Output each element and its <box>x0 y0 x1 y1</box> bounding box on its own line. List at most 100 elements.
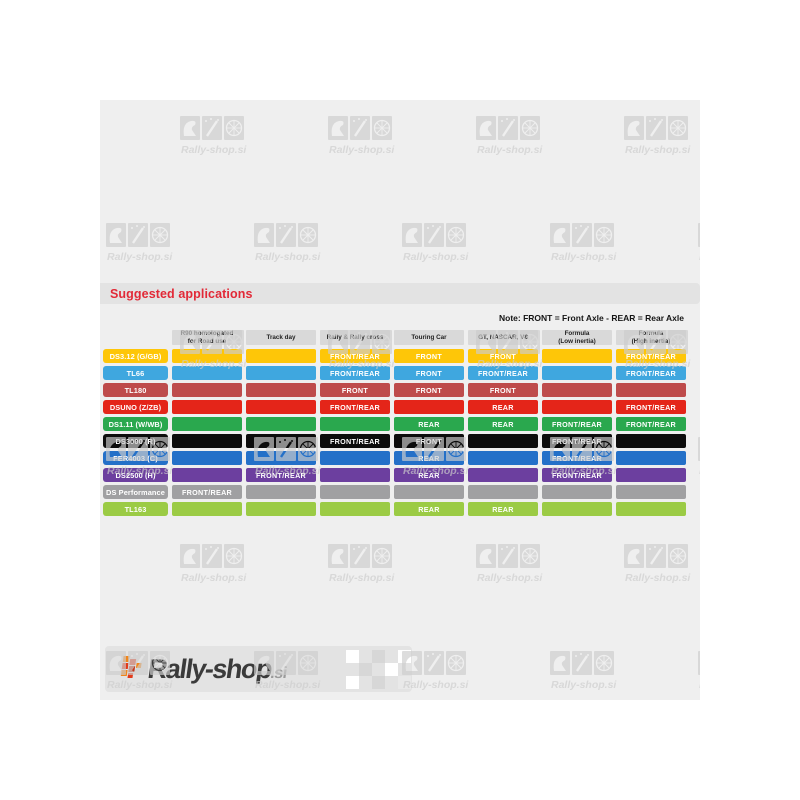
watermark-logo: Rally-shop.si <box>624 544 691 591</box>
watermark-logo: Rally-shop.si <box>476 544 543 591</box>
application-cell: FRONT/REAR <box>468 366 538 380</box>
column-header-6: Formula (Low inertia) <box>542 330 612 345</box>
application-cell <box>172 468 242 482</box>
table-row: DS1.11 (W/WB) REAR REAR FRONT/REAR FRONT/REA… <box>103 417 686 431</box>
application-cell: FRONT <box>394 434 464 448</box>
compound-label: DS3.12 (G/GB) <box>103 349 168 363</box>
application-cell <box>542 485 612 499</box>
table-row: DS3.12 (G/GB) FRONT/REAR FRONT FRONT FRONT/R… <box>103 349 686 363</box>
application-cell <box>542 400 612 414</box>
svg-text:Rally-shop.si: Rally-shop.si <box>107 251 173 263</box>
application-cell <box>246 434 316 448</box>
svg-text:Rally-shop.si: Rally-shop.si <box>699 251 700 263</box>
svg-text:Rally-shop.si: Rally-shop.si <box>477 572 543 584</box>
compound-label: TL180 <box>103 383 168 397</box>
table-header-row: R90 homologated for Road use Track day Ral… <box>103 330 686 345</box>
svg-text:Rally-shop.si: Rally-shop.si <box>699 679 700 691</box>
application-cell <box>616 468 686 482</box>
application-cell <box>246 400 316 414</box>
application-cell <box>246 417 316 431</box>
application-cell: FRONT <box>394 366 464 380</box>
table-row: TL180 FRONT FRONT FRONT <box>103 383 686 397</box>
application-cell: REAR <box>468 417 538 431</box>
application-cell <box>172 383 242 397</box>
application-cell: FRONT/REAR <box>542 451 612 465</box>
application-cell: FRONT/REAR <box>616 417 686 431</box>
application-cell: FRONT/REAR <box>542 468 612 482</box>
header-corner-spacer <box>103 330 168 345</box>
section-heading-bar: Suggested applications <box>100 283 700 304</box>
application-cell <box>320 417 390 431</box>
watermark-logo: Rally-shop.si <box>106 223 173 270</box>
compound-label: FER4003 (C) <box>103 451 168 465</box>
column-header-2: Track day <box>246 330 316 345</box>
application-cell <box>616 383 686 397</box>
watermark-logo: Rally-shop.si <box>550 651 617 698</box>
watermark-logo: Rally-shop.si <box>254 223 321 270</box>
application-cell: FRONT/REAR <box>172 485 242 499</box>
application-cell <box>320 502 390 516</box>
application-cell <box>172 400 242 414</box>
application-cell: REAR <box>394 468 464 482</box>
compound-label: DS1.11 (W/WB) <box>103 417 168 431</box>
column-header-5: GT, NASCAR, V8 <box>468 330 538 345</box>
watermark-logo: Rally-shop.si <box>180 544 247 591</box>
application-cell: REAR <box>394 417 464 431</box>
application-cell <box>172 366 242 380</box>
checkered-flag-decoration <box>346 650 411 689</box>
application-cell <box>172 417 242 431</box>
application-cell <box>542 366 612 380</box>
column-header-4: Touring Car <box>394 330 464 345</box>
application-cell: FRONT/REAR <box>320 434 390 448</box>
application-cell <box>616 502 686 516</box>
watermark-logo: Rally-shop.si <box>698 651 700 698</box>
application-cell: FRONT/REAR <box>542 434 612 448</box>
application-cell <box>246 502 316 516</box>
application-cell: FRONT <box>320 383 390 397</box>
watermark-logo: Rally-shop.si <box>476 116 543 163</box>
svg-text:Rally-shop.si: Rally-shop.si <box>181 144 247 156</box>
watermark-logo: Rally-shop.si <box>328 116 395 163</box>
application-cell <box>468 468 538 482</box>
application-cell <box>542 349 612 363</box>
application-cell <box>246 366 316 380</box>
watermark-logo: Rally-shop.si <box>180 116 247 163</box>
compound-label: DS2500 (H) <box>103 468 168 482</box>
axle-note: Note: FRONT = Front Axle - REAR = Rear A… <box>499 313 684 323</box>
watermark-logo: Rally-shop.si <box>328 544 395 591</box>
column-header-7: Formula (High inertia) <box>616 330 686 345</box>
svg-text:Rally-shop.si: Rally-shop.si <box>551 251 617 263</box>
watermark-logo: Rally-shop.si <box>698 223 700 270</box>
application-cell: REAR <box>394 451 464 465</box>
application-cell <box>172 451 242 465</box>
application-cell <box>246 349 316 363</box>
applications-table: R90 homologated for Road use Track day Ral… <box>103 330 686 519</box>
application-cell: FRONT <box>394 349 464 363</box>
application-cell <box>172 434 242 448</box>
svg-text:Rally-shop.si: Rally-shop.si <box>477 144 543 156</box>
column-header-1: R90 homologated for Road use <box>172 330 242 345</box>
application-cell <box>320 468 390 482</box>
svg-text:Rally-shop.si: Rally-shop.si <box>329 144 395 156</box>
table-row: DS3000 (R) FRONT/REAR FRONT FRONT/REAR <box>103 434 686 448</box>
table-row: TL163 REAR REAR <box>103 502 686 516</box>
rally-shop-flag-icon <box>120 656 142 678</box>
svg-text:Rally-shop.si: Rally-shop.si <box>699 465 700 477</box>
table-row: DS2500 (H) FRONT/REAR REAR FRONT/REAR <box>103 468 686 482</box>
application-cell: FRONT/REAR <box>616 366 686 380</box>
application-cell: FRONT/REAR <box>320 400 390 414</box>
watermark-logo: Rally-shop.si <box>698 437 700 484</box>
application-cell <box>172 502 242 516</box>
svg-text:Rally-shop.si: Rally-shop.si <box>625 572 691 584</box>
application-cell <box>320 485 390 499</box>
application-cell: REAR <box>468 502 538 516</box>
application-cell <box>394 485 464 499</box>
section-title: Suggested applications <box>110 286 253 301</box>
application-cell: REAR <box>468 400 538 414</box>
svg-text:Rally-shop.si: Rally-shop.si <box>329 572 395 584</box>
application-cell: FRONT/REAR <box>542 417 612 431</box>
svg-text:Rally-shop.si: Rally-shop.si <box>625 144 691 156</box>
svg-text:Rally-shop.si: Rally-shop.si <box>551 679 617 691</box>
application-cell <box>172 349 242 363</box>
